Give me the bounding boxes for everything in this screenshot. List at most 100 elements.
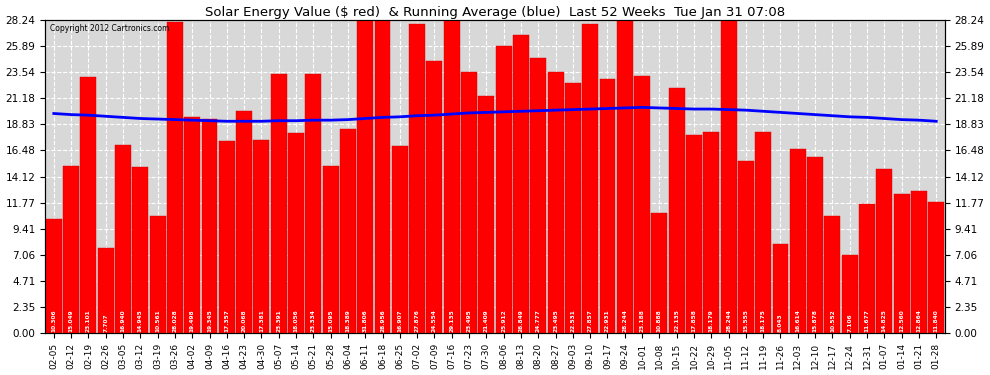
Bar bbox=[668, 87, 685, 333]
Bar bbox=[219, 141, 235, 333]
Text: 17.858: 17.858 bbox=[691, 309, 697, 332]
Text: 26.849: 26.849 bbox=[519, 309, 524, 332]
Bar bbox=[651, 213, 667, 333]
Text: 23.391: 23.391 bbox=[276, 309, 281, 332]
Bar bbox=[237, 111, 252, 333]
Text: 27.876: 27.876 bbox=[415, 309, 420, 332]
Bar bbox=[842, 255, 857, 333]
Bar bbox=[288, 133, 304, 333]
Text: 29.135: 29.135 bbox=[449, 309, 454, 332]
Bar bbox=[582, 24, 598, 333]
Bar bbox=[807, 157, 823, 333]
Bar bbox=[686, 135, 702, 333]
Text: 25.912: 25.912 bbox=[501, 309, 506, 332]
Bar bbox=[167, 22, 183, 333]
Text: 7.707: 7.707 bbox=[103, 313, 108, 332]
Bar bbox=[409, 24, 425, 333]
Text: 20.068: 20.068 bbox=[242, 309, 247, 332]
Bar bbox=[929, 202, 944, 333]
Bar bbox=[427, 61, 443, 333]
Bar bbox=[894, 194, 910, 333]
Text: 10.561: 10.561 bbox=[155, 309, 160, 332]
Text: 18.056: 18.056 bbox=[293, 309, 299, 332]
Text: 17.357: 17.357 bbox=[225, 309, 230, 332]
Bar bbox=[790, 149, 806, 333]
Bar bbox=[547, 72, 563, 333]
Text: 10.306: 10.306 bbox=[51, 309, 56, 332]
Text: 8.043: 8.043 bbox=[778, 313, 783, 332]
Bar bbox=[513, 35, 529, 333]
Bar bbox=[323, 166, 339, 333]
Text: 16.614: 16.614 bbox=[795, 309, 800, 332]
Text: 27.857: 27.857 bbox=[588, 309, 593, 332]
Text: 16.907: 16.907 bbox=[397, 309, 402, 332]
Bar bbox=[772, 244, 788, 333]
Bar bbox=[635, 76, 650, 333]
Text: Copyright 2012 Cartronics.com: Copyright 2012 Cartronics.com bbox=[50, 24, 169, 33]
Text: 21.409: 21.409 bbox=[484, 309, 489, 332]
Text: 22.531: 22.531 bbox=[570, 309, 575, 332]
Text: 19.345: 19.345 bbox=[207, 309, 212, 332]
Bar bbox=[392, 146, 408, 333]
Bar bbox=[600, 79, 616, 333]
Bar bbox=[46, 219, 61, 333]
Text: 18.179: 18.179 bbox=[709, 309, 714, 332]
Bar bbox=[496, 46, 512, 333]
Text: 24.554: 24.554 bbox=[432, 309, 437, 332]
Bar bbox=[825, 216, 841, 333]
Text: 12.864: 12.864 bbox=[917, 309, 922, 332]
Bar bbox=[374, 20, 390, 333]
Text: 7.106: 7.106 bbox=[847, 313, 852, 332]
Text: 18.389: 18.389 bbox=[346, 309, 350, 332]
Bar bbox=[461, 72, 477, 333]
Text: 22.931: 22.931 bbox=[605, 309, 610, 332]
Text: 28.244: 28.244 bbox=[623, 309, 628, 332]
Text: 15.049: 15.049 bbox=[68, 309, 73, 332]
Bar bbox=[357, 20, 373, 333]
Bar bbox=[80, 77, 96, 333]
Bar bbox=[876, 169, 892, 333]
Text: 17.381: 17.381 bbox=[259, 309, 264, 332]
Text: 28.956: 28.956 bbox=[380, 309, 385, 332]
Text: 23.101: 23.101 bbox=[86, 309, 91, 332]
Bar bbox=[253, 140, 269, 333]
Text: 24.777: 24.777 bbox=[536, 309, 541, 332]
Bar bbox=[859, 204, 875, 333]
Text: 16.940: 16.940 bbox=[121, 309, 126, 332]
Text: 10.552: 10.552 bbox=[830, 309, 835, 332]
Text: 12.560: 12.560 bbox=[899, 309, 904, 332]
Text: 28.244: 28.244 bbox=[726, 309, 731, 332]
Bar bbox=[63, 166, 79, 333]
Bar bbox=[444, 20, 459, 333]
Text: 15.095: 15.095 bbox=[328, 309, 333, 332]
Bar bbox=[738, 160, 753, 333]
Text: 23.188: 23.188 bbox=[640, 309, 644, 332]
Bar bbox=[98, 248, 114, 333]
Text: 28.028: 28.028 bbox=[172, 309, 177, 332]
Text: 23.495: 23.495 bbox=[553, 309, 558, 332]
Bar bbox=[478, 96, 494, 333]
Bar bbox=[755, 132, 771, 333]
Bar bbox=[911, 190, 927, 333]
Bar bbox=[703, 132, 719, 333]
Bar bbox=[115, 145, 131, 333]
Text: 11.840: 11.840 bbox=[934, 309, 939, 332]
Text: 18.175: 18.175 bbox=[760, 309, 765, 332]
Bar bbox=[565, 83, 581, 333]
Text: 23.334: 23.334 bbox=[311, 309, 316, 332]
Bar bbox=[149, 216, 165, 333]
Text: 22.135: 22.135 bbox=[674, 309, 679, 332]
Bar bbox=[721, 20, 737, 333]
Bar bbox=[133, 167, 148, 333]
Text: 15.555: 15.555 bbox=[743, 309, 748, 332]
Bar bbox=[531, 58, 546, 333]
Bar bbox=[271, 74, 287, 333]
Text: 10.888: 10.888 bbox=[657, 309, 662, 332]
Text: 11.677: 11.677 bbox=[864, 309, 869, 332]
Bar bbox=[305, 74, 322, 333]
Bar bbox=[340, 129, 355, 333]
Bar bbox=[184, 117, 200, 333]
Text: 14.945: 14.945 bbox=[138, 309, 143, 332]
Bar bbox=[202, 118, 218, 333]
Text: 19.498: 19.498 bbox=[190, 309, 195, 332]
